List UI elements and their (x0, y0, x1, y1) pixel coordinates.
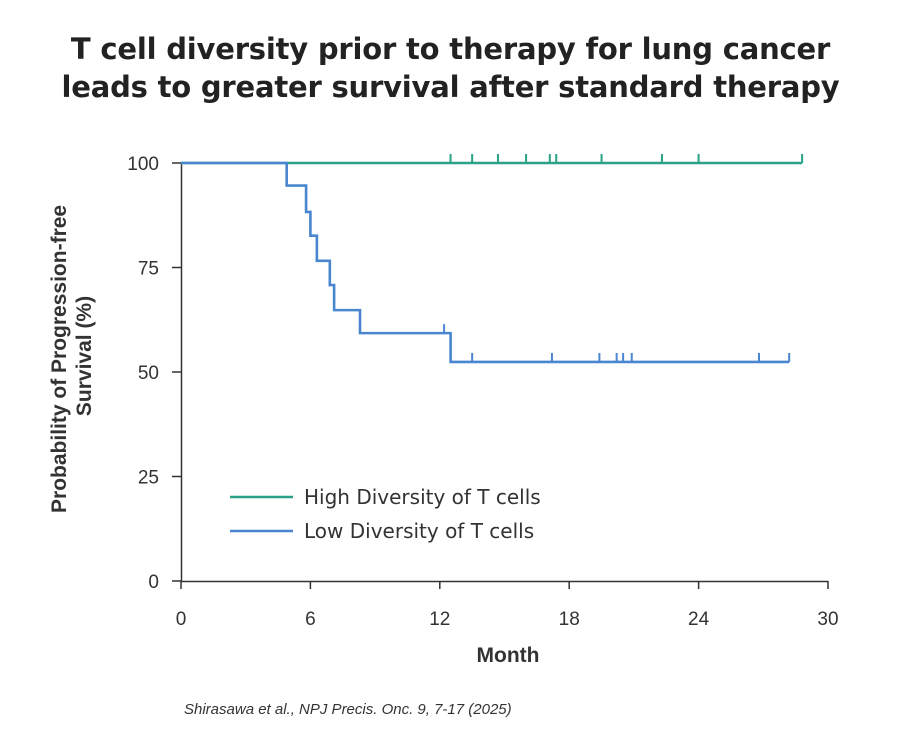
x-axis-label: Month (477, 644, 540, 667)
axes: 0 6 12 18 24 30 0 25 50 75 100 (127, 154, 838, 630)
x-tick-label: 30 (817, 609, 838, 630)
x-tick-label: 18 (559, 609, 580, 630)
y-axis-label: Probability of Progression-free Survival… (48, 199, 96, 513)
y-axis-label-line-2: Survival (%) (73, 296, 96, 416)
y-axis-label-line-1: Probability of Progression-free (48, 205, 71, 513)
series-group (181, 154, 804, 364)
chart-title-line-1: T cell diversity prior to therapy for lu… (70, 32, 831, 66)
x-tick-label: 0 (176, 609, 187, 630)
x-tick-label: 24 (688, 609, 710, 630)
series-low-diversity (181, 161, 791, 364)
legend-label-high-diversity: High Diversity of T cells (304, 485, 541, 509)
y-tick-label: 0 (148, 572, 159, 593)
chart-title: T cell diversity prior to therapy for lu… (0, 30, 901, 106)
x-tick-label: 6 (305, 609, 316, 630)
y-tick-label: 50 (138, 363, 159, 384)
y-tick-label: 25 (138, 468, 159, 489)
citation: Shirasawa et al., NPJ Precis. Onc. 9, 7-… (184, 701, 512, 718)
x-tick-label: 12 (429, 609, 450, 630)
legend: High Diversity of T cells Low Diversity o… (230, 485, 541, 543)
y-tick-label: 100 (127, 154, 159, 175)
legend-label-low-diversity: Low Diversity of T cells (304, 519, 534, 543)
chart-title-line-2: leads to greater survival after standard… (61, 70, 840, 104)
series-high-diversity (181, 154, 804, 165)
survival-curve-low-diversity (181, 161, 790, 364)
y-tick-label: 75 (138, 259, 159, 280)
